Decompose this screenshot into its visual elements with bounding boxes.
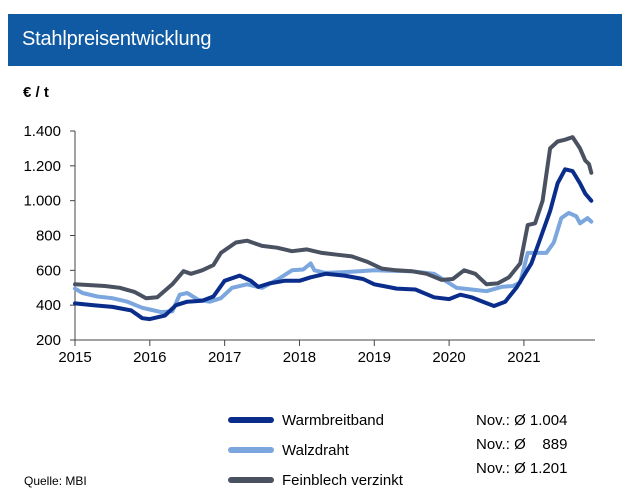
stat-value: Ø 889 bbox=[514, 436, 568, 453]
y-tick-label: 400 bbox=[36, 297, 61, 314]
stat-label: Nov.: bbox=[476, 436, 510, 453]
legend-label-warmbreitband: Warmbreitband bbox=[282, 411, 384, 429]
x-tick-label: 2018 bbox=[283, 349, 316, 366]
legend-swatch-walzdraht bbox=[228, 447, 274, 453]
stat-feinblech: Nov.: Ø 1.201 bbox=[476, 460, 567, 477]
stat-label: Nov.: bbox=[476, 460, 510, 477]
x-tick-label: 2016 bbox=[133, 349, 166, 366]
x-tick-label: 2015 bbox=[58, 349, 91, 366]
x-tick-label: 2019 bbox=[358, 349, 391, 366]
series-line-warmbreitband bbox=[73, 167, 594, 322]
legend-label-feinblech: Feinblech verzinkt bbox=[282, 471, 403, 489]
stat-value: Ø 1.004 bbox=[514, 412, 568, 429]
y-tick-label: 200 bbox=[36, 332, 61, 349]
stat-warmbreitband: Nov.: Ø 1.004 bbox=[476, 412, 567, 429]
legend-item-walzdraht: Walzdraht bbox=[228, 439, 349, 461]
legend-item-warmbreitband: Warmbreitband bbox=[228, 409, 384, 431]
source-note: Quelle: MBI bbox=[24, 474, 87, 488]
x-tick-label: 2017 bbox=[208, 349, 241, 366]
y-axis-unit: € / t bbox=[23, 84, 49, 101]
stat-label: Nov.: bbox=[476, 412, 510, 429]
x-tick-label: 2021 bbox=[507, 349, 540, 366]
y-tick-label: 1.000 bbox=[23, 193, 61, 210]
legend-swatch-warmbreitband bbox=[228, 417, 274, 423]
legend-item-feinblech: Feinblech verzinkt bbox=[228, 469, 403, 491]
chart-header: Stahlpreisentwicklung bbox=[8, 14, 622, 66]
x-tick-label: 2020 bbox=[432, 349, 465, 366]
chart-title: Stahlpreisentwicklung bbox=[22, 28, 212, 50]
stat-value: Ø 1.201 bbox=[514, 460, 568, 477]
y-tick-label: 800 bbox=[36, 228, 61, 245]
series-layer bbox=[73, 135, 594, 322]
y-tick-label: 1.200 bbox=[23, 158, 61, 175]
legend-swatch-feinblech bbox=[228, 477, 274, 483]
chart-axes: 200 400 600 800 1.000 1.200 1.400 2015 2016 2017 2… bbox=[23, 123, 595, 366]
y-tick-label: 600 bbox=[36, 262, 61, 279]
y-tick-label: 1.400 bbox=[23, 123, 61, 140]
legend-label-walzdraht: Walzdraht bbox=[282, 441, 349, 459]
series-line-feinblech-verzinkt bbox=[73, 135, 594, 301]
stat-walzdraht: Nov.: Ø 889 bbox=[476, 436, 567, 453]
